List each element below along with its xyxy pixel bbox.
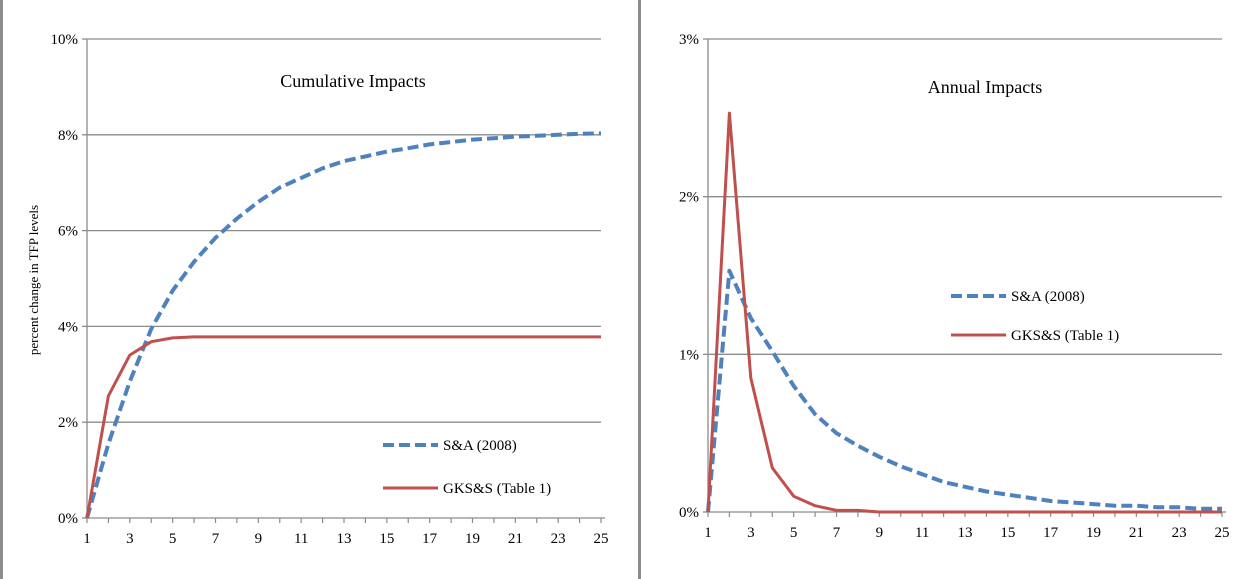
series-lines [85,131,602,519]
annual-impacts-panel: 0% 1% 2% 3% 1 3 5 7 9 11 13 15 17 19 21 23 25 Annual Im… [644,0,1239,579]
y-tick-label: 8% [58,128,78,144]
x-tick-label: 13 [958,525,973,541]
x-tick-label: 7 [212,531,220,547]
legend-label-1: GKS&S (Table 1) [443,481,551,497]
x-tick-label: 19 [1086,525,1101,541]
series-line-1 [85,335,601,519]
x-tick-label: 15 [379,531,394,547]
x-tick-label: 5 [790,525,798,541]
chart-title: Annual Impacts [928,77,1042,97]
x-tick-label: 25 [594,531,609,547]
y-tick-label: 2% [58,415,78,431]
x-tick-label: 17 [422,531,438,547]
x-tick-label: 23 [1172,525,1187,541]
y-tick-label: 10% [51,32,79,48]
y-tick-label: 6% [58,224,78,240]
y-tick-label: 0% [679,505,699,521]
legend: S&A (2008) GKS&S (Table 1) [951,289,1119,344]
x-tick-label: 19 [465,531,480,547]
y-tick-label: 3% [679,32,699,48]
x-tick-label: 7 [833,525,841,541]
x-tick-label: 15 [1000,525,1015,541]
axes [82,38,605,523]
x-tick-label: 11 [915,525,929,541]
series-lines [706,111,1222,514]
x-tick-label: 21 [508,531,523,547]
x-tick-label: 23 [551,531,566,547]
x-tick-label: 3 [747,525,755,541]
grid-lines [87,38,601,423]
y-tick-label: 4% [58,319,78,335]
y-tick-label: 0% [58,511,78,527]
legend-label-0: S&A (2008) [1011,289,1085,305]
series-line-1 [706,111,1222,514]
x-tick-labels: 1 3 5 7 9 11 13 15 17 19 21 23 25 [704,525,1229,541]
y-tick-labels: 0% 2% 4% 6% 8% 10% [51,32,79,527]
annual-impacts-chart: 0%1%2%3% 1 3 5 7 9 11 13 15 17 19 21 23 25 Annual Im… [679,32,1230,541]
x-tick-label: 3 [126,531,134,547]
x-tick-labels: 1 3 5 7 9 11 13 15 17 19 21 23 25 [83,531,608,547]
x-tick-label: 9 [255,531,262,547]
grid-lines [708,38,1222,355]
x-tick-label: 11 [294,531,308,547]
cumulative-impacts-chart: 0%2%4%6%8%10% 1 3 5 7 9 11 13 15 17 19 21 23 25 Cumu… [26,32,609,547]
x-tick-label: 21 [1129,525,1144,541]
panel-divider [638,0,641,579]
x-tick-label: 1 [704,525,712,541]
y-tick-label: 2% [679,190,699,206]
x-tick-label: 17 [1043,525,1059,541]
x-tick-label: 13 [337,531,352,547]
legend: S&A (2008) GKS&S (Table 1) [383,438,551,497]
legend-label-1: GKS&S (Table 1) [1011,328,1119,344]
y-tick-label: 1% [679,347,699,363]
left-frame-edge [0,0,3,579]
x-tick-label: 1 [83,531,91,547]
legend-label-0: S&A (2008) [443,438,517,454]
axes [703,38,1226,517]
y-axis-label: percent change in TFP levels [26,205,41,355]
x-tick-label: 9 [876,525,884,541]
series-line-0 [85,131,602,519]
series-line-0 [706,268,1222,513]
chart-title: Cumulative Impacts [280,71,425,91]
x-tick-label: 5 [169,531,177,547]
y-tick-labels: 0% 1% 2% 3% [679,32,699,521]
cumulative-impacts-panel: 0% 2% 4% 6% 8% 10% 1 3 5 7 9 11 13 15 17 19 21 23 25 Cumu… [10,0,636,579]
x-tick-label: 25 [1215,525,1230,541]
